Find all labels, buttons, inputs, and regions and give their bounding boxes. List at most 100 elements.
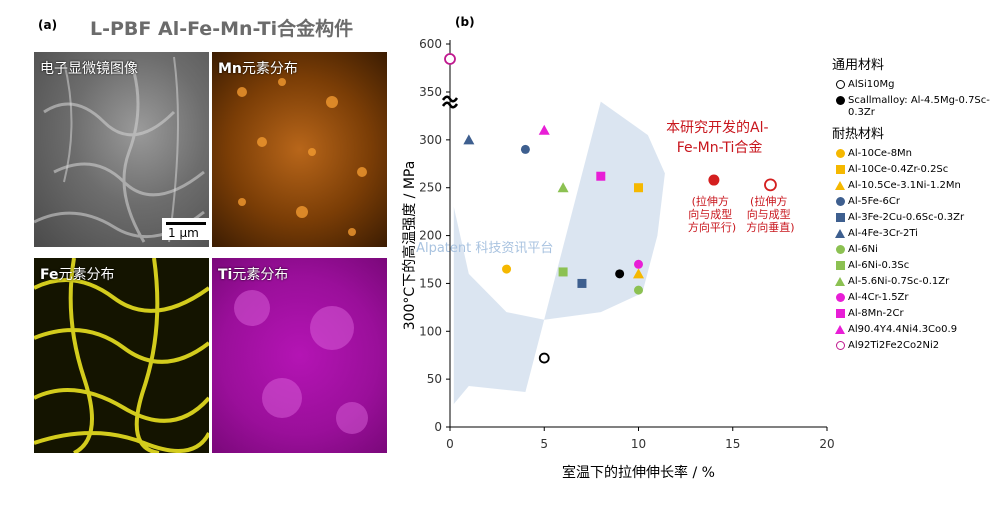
y-tick-label: 600: [419, 37, 442, 51]
legend-item: Al92Ti2Fe2Co2Ni2: [832, 340, 1003, 352]
data-point: [538, 124, 550, 135]
note-parallel: (拉伸方 向与成型 方向平行): [688, 194, 736, 234]
legend-label: Al92Ti2Fe2Co2Ni2: [848, 340, 940, 351]
legend-marker: [835, 80, 845, 89]
legend-item: Al-6Ni: [832, 244, 1003, 256]
fe-texture: [34, 258, 209, 453]
data-point: [538, 352, 550, 364]
legend-marker: [835, 261, 845, 270]
legend-item: Al90.4Y4.4Ni4.3Co0.9: [832, 324, 1003, 336]
legend-label: Al-10Ce-8Mn: [848, 148, 913, 159]
panel-a-tag: (a): [38, 18, 58, 32]
mn-map-tile: Mn元素分布: [212, 52, 387, 247]
legend-label: Al-10Ce-0.4Zr-0.2Sc: [848, 164, 949, 175]
y-tick-label: 100: [419, 324, 442, 338]
legend-label: Al-4Cr-1.5Zr: [848, 292, 909, 303]
y-tick-label: 0: [434, 420, 442, 434]
panel-b: (b) 0 5 10 15 20 0 50 100 150 200 250 300 350 600 室温下…: [400, 0, 1003, 510]
legend-marker: [835, 181, 845, 190]
existing-alloys-region: [453, 101, 665, 404]
x-axis-label: 室温下的拉伸伸长率 / %: [562, 464, 715, 481]
panel-b-tag: (b): [455, 15, 475, 29]
y-tick-label: 200: [419, 229, 442, 243]
legend-label: Al-4Fe-3Cr-2Ti: [848, 228, 918, 239]
legend-item: Al-5Fe-6Cr: [832, 196, 1003, 208]
legend-item: Al-10Ce-0.4Zr-0.2Sc: [832, 164, 1003, 176]
legend-group-title: 通用材料: [832, 58, 885, 73]
legend-item: Al-10Ce-8Mn: [832, 148, 1003, 160]
legend-label: Al-6Ni: [848, 244, 878, 255]
legend-marker: [835, 229, 845, 238]
data-point: [557, 182, 569, 193]
note-perpendicular: (拉伸方 向与成型 方向垂直): [746, 194, 794, 234]
watermark-text: Alpatent 科技资讯平台: [416, 241, 553, 256]
data-point: [558, 267, 568, 277]
y-tick-label: 300: [419, 133, 442, 147]
y-tick-label: 350: [419, 85, 442, 99]
legend-label: Al-5Fe-6Cr: [848, 196, 901, 207]
legend-label: Al90.4Y4.4Ni4.3Co0.9: [848, 324, 958, 335]
panel-a: (a) L-PBF Al-Fe-Mn-Ti合金构件 电子显微镜图像 1 μm M…: [0, 0, 400, 510]
y-axis-label: 300°C下的高温强度 / MPa: [401, 161, 418, 331]
data-point: [615, 269, 625, 279]
scale-bar-label: 1 μm: [168, 226, 199, 240]
data-point: [463, 134, 475, 145]
legend-label: Al-6Ni-0.3Sc: [848, 260, 910, 271]
panel-a-title: L-PBF Al-Fe-Mn-Ti合金构件: [90, 18, 354, 40]
legend-marker: [835, 213, 845, 222]
data-point: [577, 278, 587, 288]
legend-marker: [835, 277, 845, 286]
legend-item: Al-6Ni-0.3Sc: [832, 260, 1003, 272]
legend-label: Al-3Fe-2Cu-0.6Sc-0.3Zr: [848, 212, 965, 223]
data-point: [444, 53, 456, 65]
ti-texture: [234, 290, 368, 434]
legend-label: AlSi10Mg: [848, 79, 895, 90]
x-tick-label: 0: [446, 437, 454, 451]
legend-label: Al-10.5Ce-3.1Ni-1.2Mn: [848, 180, 961, 191]
legend-group-title: 耐热材料: [832, 127, 885, 142]
legend-item: Al-3Fe-2Cu-0.6Sc-0.3Zr: [832, 212, 1003, 224]
sem-texture: [34, 56, 205, 243]
data-point: [634, 183, 643, 193]
y-tick-label: 50: [427, 372, 442, 386]
legend-marker: [835, 197, 845, 206]
legend-item: AlSi10Mg: [832, 79, 1003, 91]
this-work-label: 本研究开发的Al- Fe-Mn-Ti合金: [666, 120, 773, 156]
y-tick-label: 150: [419, 276, 442, 290]
data-point: [634, 285, 643, 295]
data-points: [444, 53, 777, 364]
legend-label: Al-5.6Ni-0.7Sc-0.1Zr: [848, 276, 950, 287]
legend-item: Scallmalloy: Al-4.5Mg-0.7Sc- 0.3Zr: [832, 95, 1003, 119]
legend-item: Al-5.6Ni-0.7Sc-0.1Zr: [832, 276, 1003, 288]
legend-item: Al-4Fe-3Cr-2Ti: [832, 228, 1003, 240]
data-point: [708, 174, 720, 186]
x-tick-label: 15: [725, 437, 740, 451]
data-point: [764, 178, 777, 192]
legend-marker: [835, 325, 845, 334]
legend-item: Al-8Mn-2Cr: [832, 308, 1003, 320]
legend-marker: [835, 165, 845, 174]
y-tick-label: 250: [419, 181, 442, 195]
legend-label: Scallmalloy: Al-4.5Mg-0.7Sc- 0.3Zr: [848, 95, 990, 118]
fe-map-tile: Fe元素分布: [34, 258, 209, 453]
legend-marker: [835, 341, 845, 350]
data-point: [633, 268, 644, 279]
data-point: [596, 171, 606, 181]
legend-marker: [835, 245, 845, 254]
legend-marker: [835, 96, 845, 105]
legend-item: Al-4Cr-1.5Zr: [832, 292, 1003, 304]
tile-label-ti: Ti元素分布: [218, 267, 289, 283]
ti-map-tile: Ti元素分布: [212, 258, 387, 453]
legend-marker: [835, 149, 845, 158]
data-point: [520, 144, 530, 154]
tile-label-sem: 电子显微镜图像: [40, 61, 138, 77]
axis-break-mark: [441, 95, 459, 109]
x-tick-label: 10: [631, 437, 646, 451]
chart-legend: 通用材料 AlSi10Mg Scallmalloy: Al-4.5Mg-0.7Sc-…: [832, 50, 1003, 356]
mn-texture: [237, 78, 367, 236]
legend-label: Al-8Mn-2Cr: [848, 308, 904, 319]
data-point: [634, 259, 643, 269]
legend-marker: [835, 293, 845, 302]
